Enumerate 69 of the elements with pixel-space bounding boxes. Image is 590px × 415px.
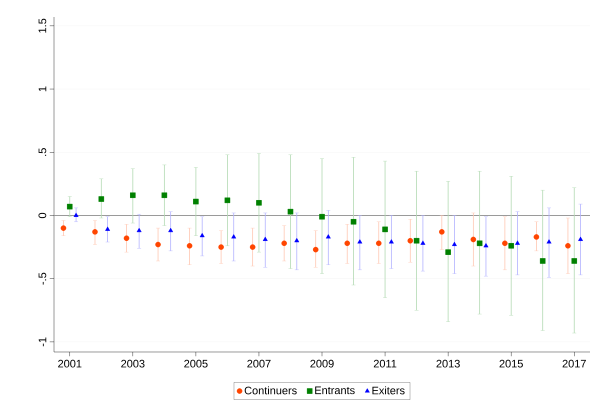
y-tick-label: 1.5 [38,18,46,33]
point [162,192,168,198]
point [376,240,382,246]
point [231,234,236,238]
point [186,243,192,249]
point [168,228,174,232]
point [312,246,318,252]
point [382,226,388,232]
x-tick-label: 2005 [184,360,208,368]
y-tick-label: 0 [38,212,46,218]
point [571,258,578,264]
point [74,212,79,217]
y-tick-label: 1 [38,86,46,92]
point [565,243,571,249]
point [60,225,66,231]
legend-label: Exiters [372,386,405,394]
point [155,242,161,248]
point [200,232,205,238]
point [288,208,294,214]
point [124,235,130,242]
point [326,234,331,238]
legend-label: Continuers [244,386,297,394]
x-tick-label: 2017 [562,360,586,368]
point [476,240,482,246]
point [262,236,268,241]
point [546,239,552,244]
point [66,204,73,210]
x-tick-label: 2011 [374,360,396,368]
point [407,238,414,244]
point [218,244,224,250]
point [420,240,426,245]
point [357,239,362,244]
point [98,196,104,202]
point [540,258,546,264]
point [439,229,445,235]
point [136,228,142,232]
x-tick-label: 2009 [310,360,334,368]
point [344,240,350,246]
point [224,198,230,204]
point [294,238,300,242]
point [350,219,356,225]
point [256,200,262,206]
y-tick-label: -.5 [38,272,46,285]
point [281,240,287,246]
point [445,249,451,255]
point [508,243,514,249]
point [484,243,488,248]
point [193,198,199,204]
x-tick-label: 2013 [436,360,460,368]
point [250,244,256,250]
point [105,226,110,231]
point [319,214,325,220]
legend-label: Entrants [315,386,355,394]
point [502,240,508,246]
point [515,240,520,245]
y-tick-label: -1 [38,338,46,346]
point [414,238,420,244]
x-tick-label: 2001 [58,360,82,368]
y-tick-label: .5 [38,148,46,156]
x-tick-label: 2007 [247,360,271,368]
point [388,239,394,244]
point [578,236,583,241]
x-tick-label: 2015 [500,360,523,368]
point [534,234,540,240]
x-tick-label: 2003 [121,360,145,368]
point [470,236,476,242]
point [452,242,457,246]
point [92,229,98,235]
point [130,192,136,198]
